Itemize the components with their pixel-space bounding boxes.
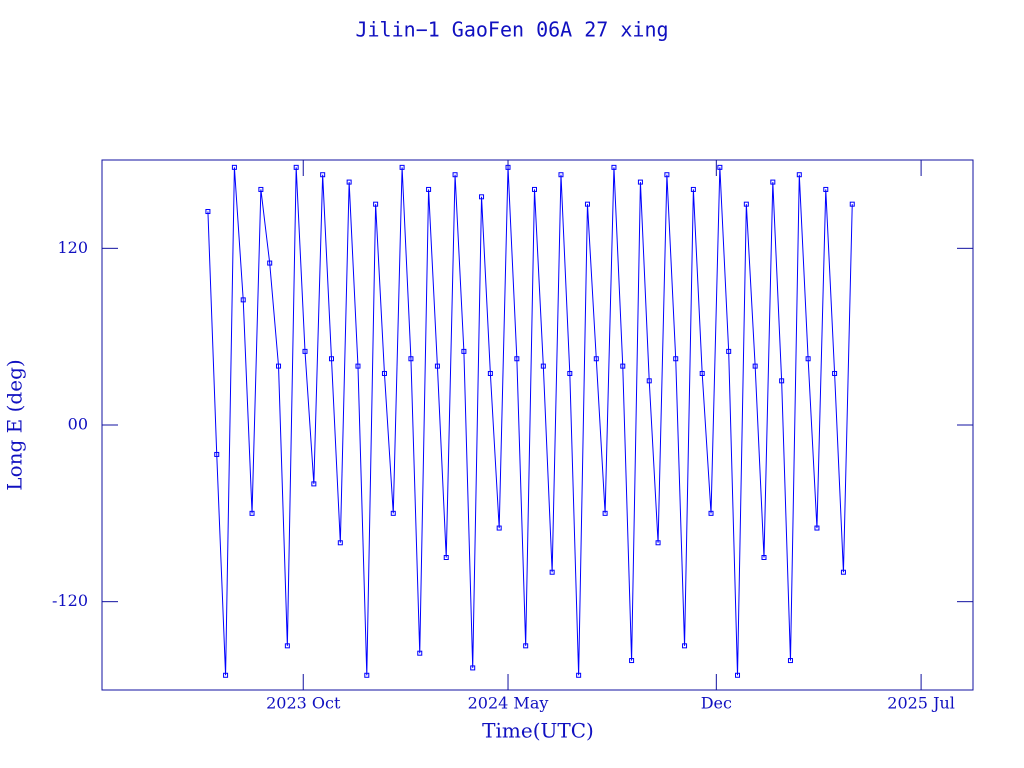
data-point — [470, 665, 476, 671]
x-tick-label: 2023 Oct — [266, 694, 341, 713]
data-point — [549, 569, 555, 575]
data-point — [399, 164, 405, 170]
data-point — [823, 186, 829, 192]
data-point — [223, 672, 229, 678]
data-point — [584, 201, 590, 207]
data-point — [505, 164, 511, 170]
data-point — [302, 348, 308, 354]
data-point — [258, 186, 264, 192]
x-axis-label: Time(UTC) — [482, 719, 594, 743]
chart-title: Jilin−1 GaoFen 06A 27 xing — [355, 18, 668, 42]
data-point — [320, 172, 326, 178]
data-point — [523, 643, 529, 649]
data-point — [602, 510, 608, 516]
data-point — [664, 172, 670, 178]
data-point — [531, 186, 537, 192]
data-point — [814, 525, 820, 531]
data-point — [673, 356, 679, 362]
data-point — [743, 201, 749, 207]
y-axis-label: Long E (deg) — [3, 359, 27, 490]
data-point — [426, 186, 432, 192]
data-point — [779, 378, 785, 384]
data-point — [593, 356, 599, 362]
data-point — [637, 179, 643, 185]
data-point — [611, 164, 617, 170]
data-point — [576, 672, 582, 678]
y-tick-label: -120 — [52, 591, 88, 610]
data-point — [699, 370, 705, 376]
data-point — [267, 260, 273, 266]
data-point — [284, 643, 290, 649]
data-point — [479, 194, 485, 200]
data-point — [346, 179, 352, 185]
data-point — [231, 164, 237, 170]
data-point — [496, 525, 502, 531]
data-point — [443, 555, 449, 560]
data-point — [293, 164, 299, 170]
data-point — [682, 643, 688, 649]
data-point — [240, 297, 246, 303]
data-point — [796, 172, 802, 178]
data-point — [461, 348, 467, 354]
data-point — [434, 363, 440, 369]
data-point — [355, 363, 361, 369]
data-point — [390, 510, 396, 516]
data-point — [567, 370, 573, 376]
data-point — [761, 555, 767, 560]
data-point — [717, 164, 723, 170]
data-point — [373, 201, 379, 207]
data-point — [787, 658, 793, 664]
data-point — [629, 658, 635, 664]
data-point — [328, 356, 334, 362]
x-tick-label: 2025 Jul — [887, 694, 955, 713]
data-point — [770, 179, 776, 185]
data-point — [558, 172, 564, 178]
data-point — [752, 363, 758, 369]
data-point — [646, 378, 652, 384]
data-point — [735, 672, 741, 678]
data-point — [337, 540, 343, 546]
data-point — [408, 356, 414, 362]
data-point — [381, 370, 387, 376]
data-point — [540, 363, 546, 369]
y-tick-label: 120 — [57, 238, 88, 257]
data-point — [205, 209, 211, 215]
data-point — [620, 363, 626, 369]
data-point — [452, 172, 458, 178]
data-point — [832, 370, 838, 376]
data-point — [805, 356, 811, 362]
data-point — [708, 510, 714, 516]
data-point — [364, 672, 370, 678]
data-point — [249, 510, 255, 516]
data-point — [311, 481, 317, 487]
series-line — [207, 167, 853, 676]
data-point — [726, 348, 732, 354]
data-point — [840, 569, 846, 575]
data-point — [655, 540, 661, 546]
data-point — [214, 451, 220, 457]
data-point — [690, 186, 696, 192]
data-point — [487, 370, 493, 376]
x-tick-label: 2024 May — [468, 694, 549, 713]
x-tick-label: Dec — [701, 694, 732, 713]
data-point — [849, 201, 855, 207]
data-point — [514, 356, 520, 362]
data-point — [417, 650, 423, 656]
data-point — [276, 363, 282, 369]
y-tick-label: 00 — [68, 415, 88, 434]
